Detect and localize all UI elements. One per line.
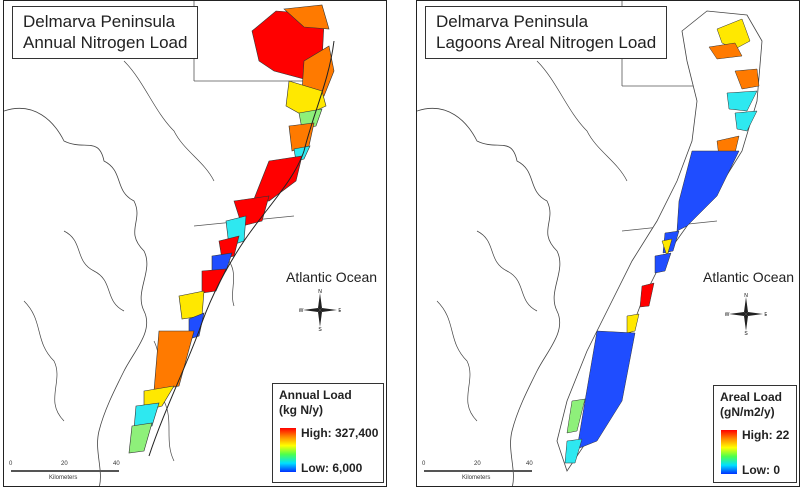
legend-title-line-1: Annual Load bbox=[279, 388, 352, 402]
scale-unit: Kilometers bbox=[49, 475, 78, 481]
watershed bbox=[288, 122, 315, 152]
tributary-shoreline bbox=[536, 60, 628, 182]
watershed bbox=[153, 330, 195, 392]
compass-n: N bbox=[744, 293, 748, 299]
lagoon bbox=[734, 110, 758, 132]
map-title-line-1: Delmarva Peninsula bbox=[23, 12, 176, 31]
compass-n: N bbox=[318, 289, 322, 295]
legend-high-label: High: 327,400 bbox=[301, 426, 379, 440]
lagoon bbox=[566, 398, 586, 434]
lagoon bbox=[576, 330, 636, 450]
lagoons-areal-nitrogen-load-map: Delmarva Peninsula Lagoons Areal Nitroge… bbox=[416, 0, 800, 487]
compass-rose-icon: N S E W bbox=[299, 289, 341, 331]
lagoons bbox=[564, 18, 760, 464]
scale-tick: 0 bbox=[422, 461, 426, 467]
lagoon bbox=[626, 313, 640, 334]
ocean-label: Atlantic Ocean bbox=[286, 269, 378, 285]
scale-line bbox=[11, 470, 119, 472]
lagoon bbox=[654, 252, 672, 274]
legend-color-ramp bbox=[721, 430, 737, 474]
scale-tick: 20 bbox=[61, 461, 68, 467]
legend-high-label: High: 22 bbox=[742, 428, 790, 442]
lagoon bbox=[734, 68, 760, 90]
bay-shoreline bbox=[417, 107, 561, 486]
tributary-shoreline bbox=[63, 230, 125, 312]
bay-shoreline bbox=[4, 107, 148, 486]
map-title-line-2: Annual Nitrogen Load bbox=[23, 33, 188, 52]
scale-line bbox=[424, 470, 532, 472]
watershed bbox=[201, 268, 227, 294]
tributary-shoreline bbox=[228, 260, 235, 307]
watershed bbox=[253, 155, 303, 202]
compass-s: S bbox=[318, 327, 322, 331]
legend-title-line-2: (kg N/y) bbox=[279, 403, 324, 417]
legend-title: Areal Load (gN/m2/y) bbox=[720, 390, 782, 420]
lagoon bbox=[564, 438, 583, 464]
tributary-shoreline bbox=[123, 60, 215, 182]
scale-bar: 0 20 40 Kilometers bbox=[9, 461, 124, 484]
compass-e: E bbox=[338, 308, 341, 314]
watershed bbox=[283, 4, 330, 30]
legend-title-line-2: (gN/m2/y) bbox=[720, 405, 775, 419]
lagoon bbox=[639, 282, 655, 308]
map-title-line-1: Delmarva Peninsula bbox=[436, 12, 589, 31]
lagoon bbox=[676, 150, 740, 232]
legend-low-label: Low: 0 bbox=[742, 463, 780, 477]
map-title-line-2: Lagoons Areal Nitrogen Load bbox=[436, 33, 657, 52]
ocean-label: Atlantic Ocean bbox=[703, 269, 795, 285]
compass-w: W bbox=[299, 308, 304, 314]
compass-rose-icon: N S E W bbox=[725, 293, 767, 335]
map-legend: Areal Load (gN/m2/y) High: 22 Low: 0 bbox=[713, 385, 797, 483]
map-title: Delmarva Peninsula Lagoons Areal Nitroge… bbox=[425, 6, 668, 59]
lagoon bbox=[708, 42, 743, 60]
scale-unit: Kilometers bbox=[462, 475, 491, 481]
compass-s: S bbox=[744, 331, 748, 335]
scale-tick: 40 bbox=[526, 461, 533, 467]
watershed bbox=[128, 422, 153, 454]
map-legend: Annual Load (kg N/y) High: 327,400 Low: … bbox=[272, 383, 384, 483]
tributary-shoreline bbox=[23, 300, 65, 422]
tributary-shoreline bbox=[436, 300, 478, 422]
map-title: Delmarva Peninsula Annual Nitrogen Load bbox=[12, 6, 199, 59]
watershed bbox=[133, 402, 160, 430]
tributary-shoreline bbox=[476, 230, 538, 312]
legend-low-label: Low: 6,000 bbox=[301, 461, 363, 475]
lagoon bbox=[661, 238, 673, 257]
map-canvas bbox=[4, 1, 335, 486]
ocean-coastline bbox=[148, 40, 335, 457]
lagoon bbox=[726, 90, 758, 112]
scale-tick: 20 bbox=[474, 461, 481, 467]
legend-color-ramp bbox=[280, 428, 296, 472]
lagoon bbox=[716, 18, 751, 50]
legend-title-line-1: Areal Load bbox=[720, 390, 783, 404]
annual-nitrogen-load-map: Delmarva Peninsula Annual Nitrogen Load … bbox=[3, 0, 387, 487]
scale-tick: 40 bbox=[113, 461, 120, 467]
legend-title: Annual Load (kg N/y) bbox=[279, 388, 352, 418]
map-canvas bbox=[417, 1, 763, 486]
scale-bar: 0 20 40 Kilometers bbox=[422, 461, 537, 484]
scale-tick: 0 bbox=[9, 461, 13, 467]
compass-w: W bbox=[725, 312, 730, 318]
compass-e: E bbox=[764, 312, 767, 318]
